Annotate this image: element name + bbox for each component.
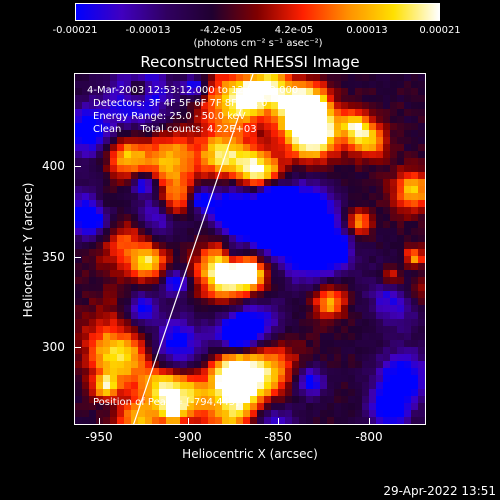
energy-range-text: Energy Range: 25.0 - 50.0 keV [93,111,246,122]
detectors-text: Detectors: 3F 4F 5F 6F 7F 8F, Att 0 [93,98,268,109]
y-tick-label: 400 [42,159,65,173]
x-tick-mark [369,418,370,425]
solar-limb-line [133,74,254,424]
y-tick-mark [74,257,81,258]
y-tick-label: 350 [42,250,65,264]
x-tick-label: -800 [355,430,383,444]
x-tick-mark [99,418,100,425]
colorbar-tick-label: -0.00021 [52,25,98,36]
x-axis-label: Heliocentric X (arcsec) [182,447,318,461]
colorbar-tick-label: -0.00013 [125,25,171,36]
image-plot: 4-Mar-2003 12:53:12.000 to 12:59:12.000 … [74,73,426,425]
y-axis-label: Heliocentric Y (arcsec) [21,182,35,318]
plot-title: Reconstructed RHESSI Image [140,53,360,71]
x-tick-label: -850 [264,430,292,444]
x-tick-mark [188,418,189,425]
date-stamp: 29-Apr-2022 13:51 [383,484,496,498]
x-tick-label: -950 [85,430,113,444]
colorbar-tick-label: 0.00021 [419,25,461,36]
rhessi-image [75,74,425,424]
colorbar-tick-label: 4.2e-05 [274,25,314,36]
x-tick-label: -900 [174,430,202,444]
colorbar-tick-label: 0.00013 [346,25,388,36]
y-tick-mark [74,166,81,167]
x-tick-mark [278,418,279,425]
method-text: Clean Total counts: 4.22E+03 [93,124,257,135]
peak-position-text: Position of Peak = [-794,445] [93,397,240,408]
colorbar-tick-label: -4.2e-05 [200,25,242,36]
y-tick-label: 300 [42,340,65,354]
colorbar-units: (photons cm⁻² s⁻¹ asec⁻²) [193,38,323,49]
colorbar [75,3,440,21]
time-range-text: 4-Mar-2003 12:53:12.000 to 12:59:12.000 [87,85,299,96]
y-tick-mark [74,347,81,348]
